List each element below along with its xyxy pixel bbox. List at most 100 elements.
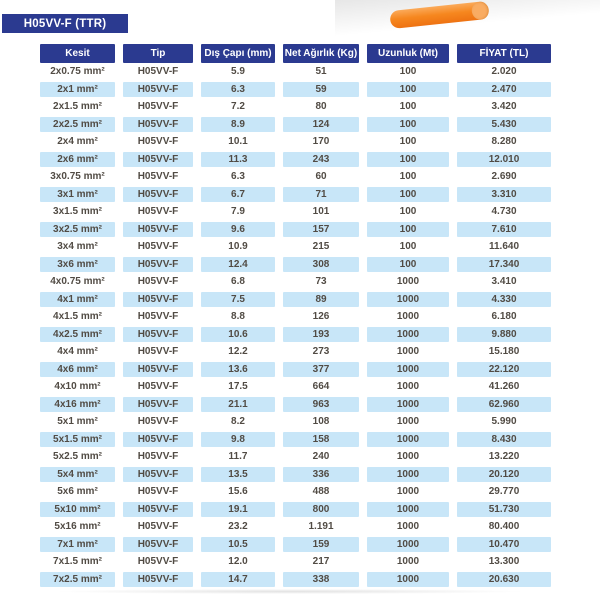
cell-dis-capi: 10.1	[228, 136, 248, 148]
table-row: 5x4 mm² H05VV-F 13.5 336 1000 20.120	[40, 466, 551, 484]
cell-dis-capi: 19.1	[201, 501, 275, 517]
cell-kesit: 5x2.5 mm²	[53, 451, 102, 463]
cell-net-agirlik: 60	[315, 171, 327, 183]
cell-fiyat: 8.280	[491, 136, 517, 148]
table-row: 2x4 mm² H05VV-F 10.1 170 100 8.280	[40, 133, 551, 151]
table-row: 2x6 mm² H05VV-F 11.3 243 100 12.010	[40, 151, 551, 169]
cell-uzunluk: 1000	[396, 311, 420, 323]
cell-net-agirlik: 273	[312, 346, 330, 358]
cell-kesit: 3x2.5 mm²	[40, 221, 115, 237]
cell-kesit: 2x0.75 mm²	[50, 66, 105, 78]
cell-net-agirlik: 308	[283, 256, 359, 272]
cell-net-agirlik: 215	[312, 241, 330, 253]
cell-kesit: 5x10 mm²	[40, 501, 115, 517]
cable-photo	[335, 0, 600, 44]
cell-uzunluk: 100	[367, 221, 449, 237]
cell-tip: H05VV-F	[123, 256, 193, 272]
cell-tip: H05VV-F	[137, 241, 179, 253]
cell-tip: H05VV-F	[123, 81, 193, 97]
header-cell-kesit: Kesit	[40, 44, 115, 63]
cell-fiyat: 10.470	[457, 536, 551, 552]
cell-tip: H05VV-F	[137, 276, 179, 288]
cell-uzunluk: 1000	[367, 326, 449, 342]
cell-tip: H05VV-F	[123, 396, 193, 412]
cell-kesit: 4x6 mm²	[40, 361, 115, 377]
cell-net-agirlik: 158	[283, 431, 359, 447]
table-row: 2x2.5 mm² H05VV-F 8.9 124 100 5.430	[40, 116, 551, 134]
cell-uzunluk: 1000	[396, 521, 420, 533]
cell-uzunluk: 1000	[367, 571, 449, 587]
cell-dis-capi: 7.9	[231, 206, 245, 218]
cell-net-agirlik: 71	[283, 186, 359, 202]
cell-kesit: 5x6 mm²	[57, 486, 98, 498]
table-row: 5x1 mm² H05VV-F 8.2 108 1000 5.990	[40, 413, 551, 431]
cell-tip: H05VV-F	[123, 501, 193, 517]
cell-uzunluk: 100	[367, 116, 449, 132]
header-cell-dis-capi: Dış Çapı (mm)	[201, 44, 275, 63]
cell-dis-capi: 9.6	[201, 221, 275, 237]
cell-kesit: 5x16 mm²	[54, 521, 101, 533]
cell-kesit: 4x2.5 mm²	[40, 326, 115, 342]
cell-net-agirlik: 101	[312, 206, 330, 218]
cell-kesit: 5x4 mm²	[40, 466, 115, 482]
cell-uzunluk: 1000	[367, 466, 449, 482]
cell-tip: H05VV-F	[137, 66, 179, 78]
cell-fiyat: 3.410	[491, 276, 517, 288]
cell-net-agirlik: 108	[312, 416, 330, 428]
cell-dis-capi: 10.6	[201, 326, 275, 342]
cell-fiyat: 7.610	[457, 221, 551, 237]
table-row: 2x0.75 mm² H05VV-F 5.9 51 100 2.020	[40, 63, 551, 81]
cell-fiyat: 15.180	[488, 346, 520, 358]
cell-dis-capi: 6.7	[201, 186, 275, 202]
cell-net-agirlik: 240	[312, 451, 330, 463]
table-row: 4x10 mm² H05VV-F 17.5 664 1000 41.260	[40, 378, 551, 396]
cell-dis-capi: 17.5	[228, 381, 248, 393]
cell-tip: H05VV-F	[123, 326, 193, 342]
cell-tip: H05VV-F	[123, 221, 193, 237]
cell-tip: H05VV-F	[123, 151, 193, 167]
table-row: 5x1.5 mm² H05VV-F 9.8 158 1000 8.430	[40, 431, 551, 449]
cell-uzunluk: 100	[367, 81, 449, 97]
cell-tip: H05VV-F	[123, 431, 193, 447]
cell-fiyat: 20.630	[457, 571, 551, 587]
cell-net-agirlik: 126	[312, 311, 330, 323]
cell-kesit: 4x4 mm²	[57, 346, 98, 358]
cell-kesit: 2x6 mm²	[40, 151, 115, 167]
cell-fiyat: 11.640	[488, 241, 520, 253]
cell-fiyat: 4.730	[491, 206, 517, 218]
cell-dis-capi: 23.2	[228, 521, 248, 533]
cell-fiyat: 20.120	[457, 466, 551, 482]
cell-net-agirlik: 124	[283, 116, 359, 132]
cell-dis-capi: 9.8	[201, 431, 275, 447]
table-row: 4x1.5 mm² H05VV-F 8.8 126 1000 6.180	[40, 308, 551, 326]
table-row: 3x2.5 mm² H05VV-F 9.6 157 100 7.610	[40, 221, 551, 239]
cell-kesit: 3x1 mm²	[40, 186, 115, 202]
cell-uzunluk: 1000	[396, 556, 420, 568]
table-row: 5x6 mm² H05VV-F 15.6 488 1000 29.770	[40, 483, 551, 501]
cell-fiyat: 8.430	[457, 431, 551, 447]
cell-uzunluk: 100	[399, 66, 417, 78]
cell-net-agirlik: 336	[283, 466, 359, 482]
cell-net-agirlik: 89	[283, 291, 359, 307]
cell-uzunluk: 100	[399, 241, 417, 253]
cell-tip: H05VV-F	[137, 521, 179, 533]
cell-fiyat: 4.330	[457, 291, 551, 307]
table-row: 3x1.5 mm² H05VV-F 7.9 101 100 4.730	[40, 203, 551, 221]
cell-dis-capi: 8.9	[201, 116, 275, 132]
cell-dis-capi: 7.2	[231, 101, 245, 113]
cell-uzunluk: 1000	[396, 486, 420, 498]
cell-uzunluk: 1000	[367, 396, 449, 412]
cell-uzunluk: 1000	[396, 381, 420, 393]
table-row: 5x2.5 mm² H05VV-F 11.7 240 1000 13.220	[40, 448, 551, 466]
cell-dis-capi: 21.1	[201, 396, 275, 412]
table-row: 3x1 mm² H05VV-F 6.7 71 100 3.310	[40, 186, 551, 204]
cell-fiyat: 51.730	[457, 501, 551, 517]
cell-kesit: 2x4 mm²	[57, 136, 98, 148]
cell-dis-capi: 10.9	[228, 241, 248, 253]
table-row: 4x1 mm² H05VV-F 7.5 89 1000 4.330	[40, 291, 551, 309]
cell-tip: H05VV-F	[137, 346, 179, 358]
cell-kesit: 4x16 mm²	[40, 396, 115, 412]
cell-kesit: 4x1 mm²	[40, 291, 115, 307]
cell-tip: H05VV-F	[137, 451, 179, 463]
header-cell-net-agirlik: Net Ağırlık (Kg)	[283, 44, 359, 63]
